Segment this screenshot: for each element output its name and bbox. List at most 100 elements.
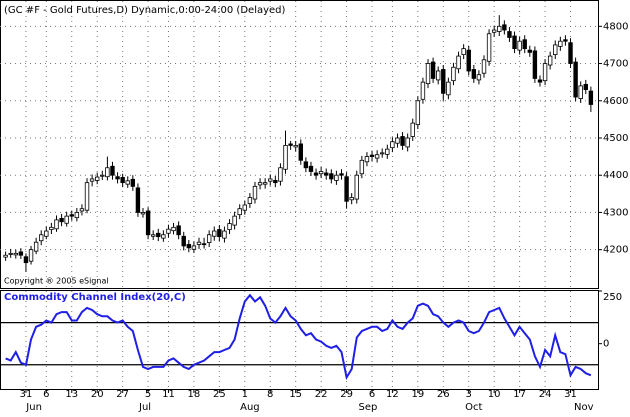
y-tick-label: 4200 <box>603 245 628 256</box>
candle-body <box>54 219 59 230</box>
candle-body <box>110 165 115 176</box>
x-tick-label: 11 <box>162 389 175 400</box>
candle-body <box>227 223 232 230</box>
x-tick-label: 19 <box>411 389 424 400</box>
x-tick-label: 29 <box>340 389 353 400</box>
candle-body <box>380 152 385 155</box>
month-label: Nov <box>574 402 594 413</box>
candle-body <box>334 174 339 181</box>
candle-body <box>74 212 80 219</box>
candle-body <box>441 69 446 94</box>
candle-body <box>339 173 344 176</box>
candle-body <box>395 137 400 144</box>
candle-body <box>324 172 329 176</box>
candle-body <box>476 74 482 81</box>
copyright: Copyright ® 2005 eSignal <box>4 277 109 286</box>
candle-body <box>410 122 415 137</box>
candle-body <box>461 48 466 56</box>
candle-body <box>268 178 273 182</box>
x-tick-label: 20 <box>91 389 104 400</box>
candle-body <box>39 234 44 242</box>
x-tick-label: 6 <box>369 389 375 400</box>
candle-body <box>573 61 578 98</box>
candle-body <box>125 180 130 185</box>
candle-body <box>491 29 497 33</box>
y-tick-label: 0 <box>603 339 609 350</box>
candle-body <box>222 230 227 239</box>
candle-body <box>329 173 334 180</box>
candle-body <box>486 33 492 62</box>
candle-body <box>537 79 543 83</box>
candle-body <box>206 234 212 243</box>
x-tick-label: 26 <box>437 389 450 400</box>
y-tick-label: 4400 <box>603 170 628 181</box>
candle-body <box>79 208 85 212</box>
candle-body <box>196 241 202 245</box>
x-tick-label: 17 <box>513 389 526 400</box>
candle-body <box>3 254 8 258</box>
candle-body <box>298 143 303 161</box>
month-label: Sep <box>359 402 378 413</box>
candle-body <box>359 159 365 175</box>
candle-body <box>28 249 34 262</box>
candle-body <box>400 136 405 146</box>
candle-body <box>451 66 456 82</box>
x-tick-label: 5 <box>145 389 151 400</box>
y-tick-label: 4600 <box>603 96 628 107</box>
candle-body <box>308 165 314 172</box>
candle-body <box>466 49 471 72</box>
candle-body <box>95 176 100 181</box>
x-tick-label: 31 <box>564 389 577 400</box>
x-tick-label: 10 <box>488 389 501 400</box>
x-tick-label: 27 <box>116 389 129 400</box>
candle-body <box>507 31 512 38</box>
candle-body <box>497 25 502 32</box>
candle-body <box>212 230 217 237</box>
candle-body <box>588 90 594 105</box>
candle-body <box>13 252 18 256</box>
candle-body <box>369 154 375 157</box>
candle-body <box>181 235 186 247</box>
candle-body <box>446 81 451 96</box>
candle-body <box>247 197 253 204</box>
candle-body <box>542 63 548 82</box>
candle-body <box>344 176 349 202</box>
candle-body <box>385 148 390 155</box>
candle-body <box>105 167 110 178</box>
y-tick-label: 4300 <box>603 207 628 218</box>
candle-body <box>532 50 538 79</box>
candle-body <box>64 215 69 224</box>
x-tick-label: 25 <box>213 389 226 400</box>
candle-body <box>425 63 431 85</box>
candle-body <box>318 171 324 175</box>
candle-body <box>191 245 197 250</box>
x-tick-label: 18 <box>188 389 201 400</box>
candle-body <box>517 40 522 51</box>
candle-body <box>130 178 136 187</box>
candle-body <box>140 212 146 215</box>
candle-body <box>471 69 477 79</box>
candle-body <box>237 208 242 216</box>
candle-body <box>430 61 436 79</box>
candle-body <box>481 59 487 74</box>
y-tick-label: 4500 <box>603 133 628 144</box>
candle-body <box>420 81 426 100</box>
x-tick-label: 15 <box>289 389 302 400</box>
candle-body <box>435 70 441 81</box>
x-tick-label: 31 <box>20 389 33 400</box>
candle-body <box>252 185 258 200</box>
x-tick-label: 22 <box>315 389 328 400</box>
candle-body <box>33 241 39 252</box>
y-tick-label: 4700 <box>603 59 628 70</box>
candle-body <box>150 234 156 237</box>
y-tick-label: 4800 <box>603 21 628 32</box>
candle-body <box>69 214 74 217</box>
candle-body <box>166 228 171 234</box>
candle-body <box>583 83 588 90</box>
candle-body <box>293 145 298 148</box>
candle-body <box>217 229 222 238</box>
candle-body <box>242 204 247 211</box>
candle-body <box>558 40 563 47</box>
cci-panel <box>0 290 599 390</box>
